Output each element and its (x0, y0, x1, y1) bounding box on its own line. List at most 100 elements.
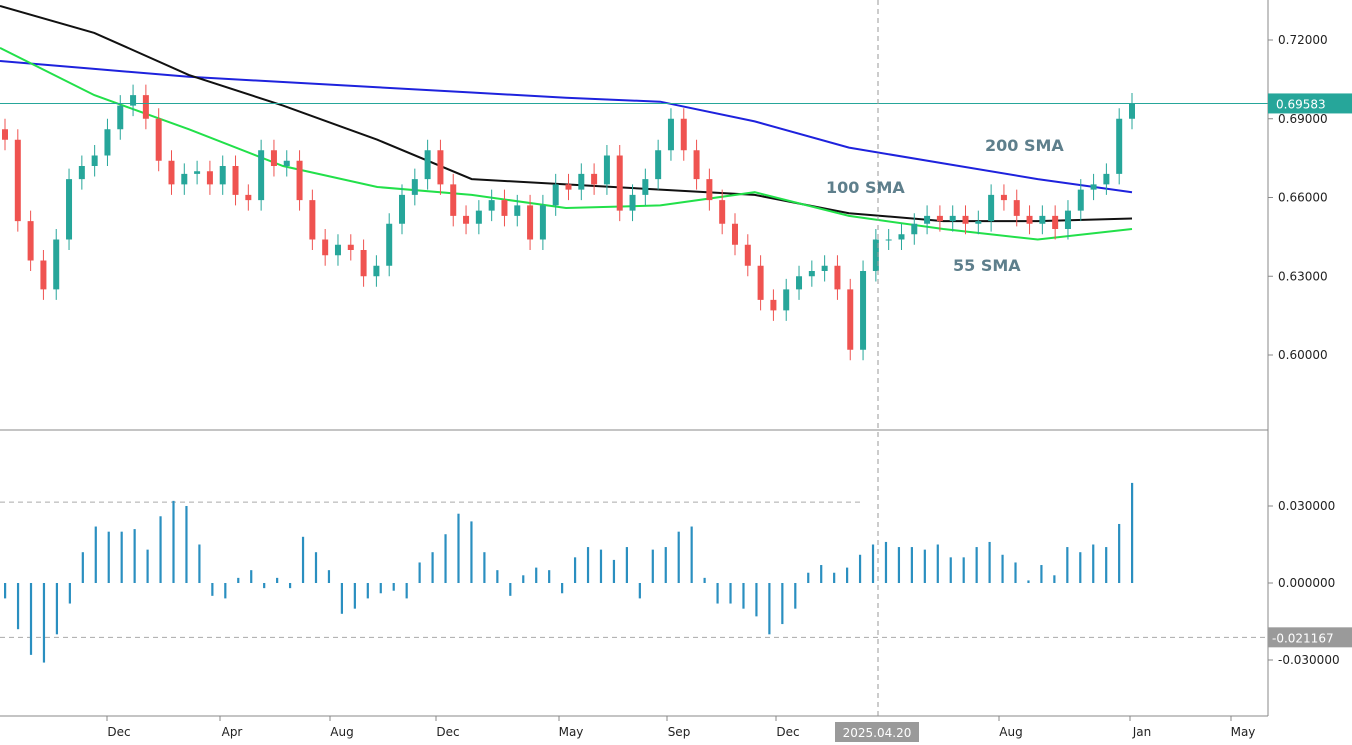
candle (437, 139, 444, 195)
histogram-bar (301, 536, 305, 583)
candle (898, 223, 905, 250)
candle-body (219, 166, 226, 185)
histogram-bar (431, 552, 434, 583)
candle-body (309, 200, 316, 240)
price-axis[interactable]: 0.72000 0.69000 0.66000 0.63000 0.60000 0.030… (1268, 33, 1352, 667)
candle (796, 265, 803, 300)
candle-body (424, 150, 431, 180)
histogram-bar (703, 577, 706, 583)
candle-body (821, 265, 828, 271)
candle-body (680, 118, 687, 151)
candle-body (706, 179, 713, 201)
histogram-bar (664, 547, 667, 583)
candle-body (667, 118, 674, 151)
time-axis[interactable]: Dec Apr Aug Dec May Sep Dec Aug Jan May (106, 716, 1255, 739)
histogram-bar (1040, 565, 1043, 583)
candle (1026, 205, 1033, 235)
candle-body (860, 271, 867, 350)
candle (270, 139, 277, 177)
candle-body (194, 171, 201, 174)
candle-body (539, 205, 546, 240)
candle-body (731, 223, 738, 245)
histogram-bar (884, 541, 888, 583)
candle-body (603, 155, 610, 185)
candle (731, 213, 738, 256)
histogram-bar (172, 500, 175, 583)
candle-body (91, 155, 98, 166)
histogram-bar (897, 547, 901, 583)
histogram-bar (1053, 575, 1056, 583)
histogram-bar (768, 583, 771, 635)
histogram-bar (263, 583, 266, 589)
candle (232, 155, 239, 206)
candle-body (911, 223, 918, 235)
histogram-bar (742, 583, 745, 609)
y-tick-label: 0.63000 (1278, 269, 1328, 283)
indicator-tick-label: -0.030000 (1278, 653, 1340, 667)
histogram-bar (185, 506, 188, 583)
candle-body (386, 223, 393, 266)
candle-body (808, 271, 815, 277)
candle-body (245, 194, 252, 201)
candle-body (347, 244, 354, 250)
candle (949, 205, 956, 232)
sma-100-label: 100 SMA (826, 178, 905, 197)
candle-body (232, 166, 239, 195)
candle-body (744, 244, 751, 266)
candle (988, 184, 995, 232)
candle-body (1064, 210, 1071, 229)
candle (78, 155, 85, 190)
histogram-bar (807, 572, 810, 583)
candle-body (757, 265, 764, 300)
candle (475, 200, 482, 235)
candle-body (847, 289, 854, 350)
candle-body (770, 299, 777, 311)
candle (591, 163, 598, 195)
candle (885, 229, 892, 250)
candle (206, 160, 213, 195)
histogram-bar (224, 583, 227, 599)
histogram-bar (29, 583, 33, 655)
candle-body (66, 179, 73, 240)
candle-body (578, 173, 585, 190)
histogram-bar (755, 583, 758, 617)
histogram-bar (1105, 547, 1108, 583)
histogram-bar (379, 583, 382, 594)
candle (117, 95, 124, 140)
histogram-bar (522, 575, 525, 583)
candle-body (924, 215, 931, 224)
candle (872, 229, 879, 282)
histogram-bar (1131, 482, 1134, 583)
candle-body (719, 200, 726, 224)
candle-body (270, 150, 277, 166)
y-tick-label: 0.69000 (1278, 112, 1328, 126)
candle (424, 139, 431, 190)
candle-body (962, 215, 969, 224)
histogram-bar (820, 565, 823, 583)
candle-body (411, 179, 418, 195)
candle-body (1052, 215, 1059, 229)
histogram-bar (794, 583, 797, 609)
candle (565, 173, 572, 201)
candle (975, 210, 982, 235)
candle-body (104, 129, 111, 156)
candle (322, 229, 329, 266)
candle (962, 205, 969, 235)
candle (142, 84, 149, 130)
candle (181, 163, 188, 195)
indicator-marker-label: -0.021167 (1272, 631, 1334, 645)
histogram-bar (638, 583, 641, 599)
candle-body (142, 95, 149, 119)
candle-body (258, 150, 265, 201)
histogram-bar (1066, 547, 1069, 583)
candle (1052, 205, 1059, 240)
candle-body (334, 244, 341, 256)
candle-body (936, 215, 943, 222)
indicator-tick-label: 0.030000 (1278, 499, 1335, 513)
histogram-bar (288, 583, 292, 589)
candle (2, 118, 8, 151)
candle (616, 145, 623, 222)
candle-body (872, 239, 879, 271)
histogram-bar (159, 516, 162, 583)
